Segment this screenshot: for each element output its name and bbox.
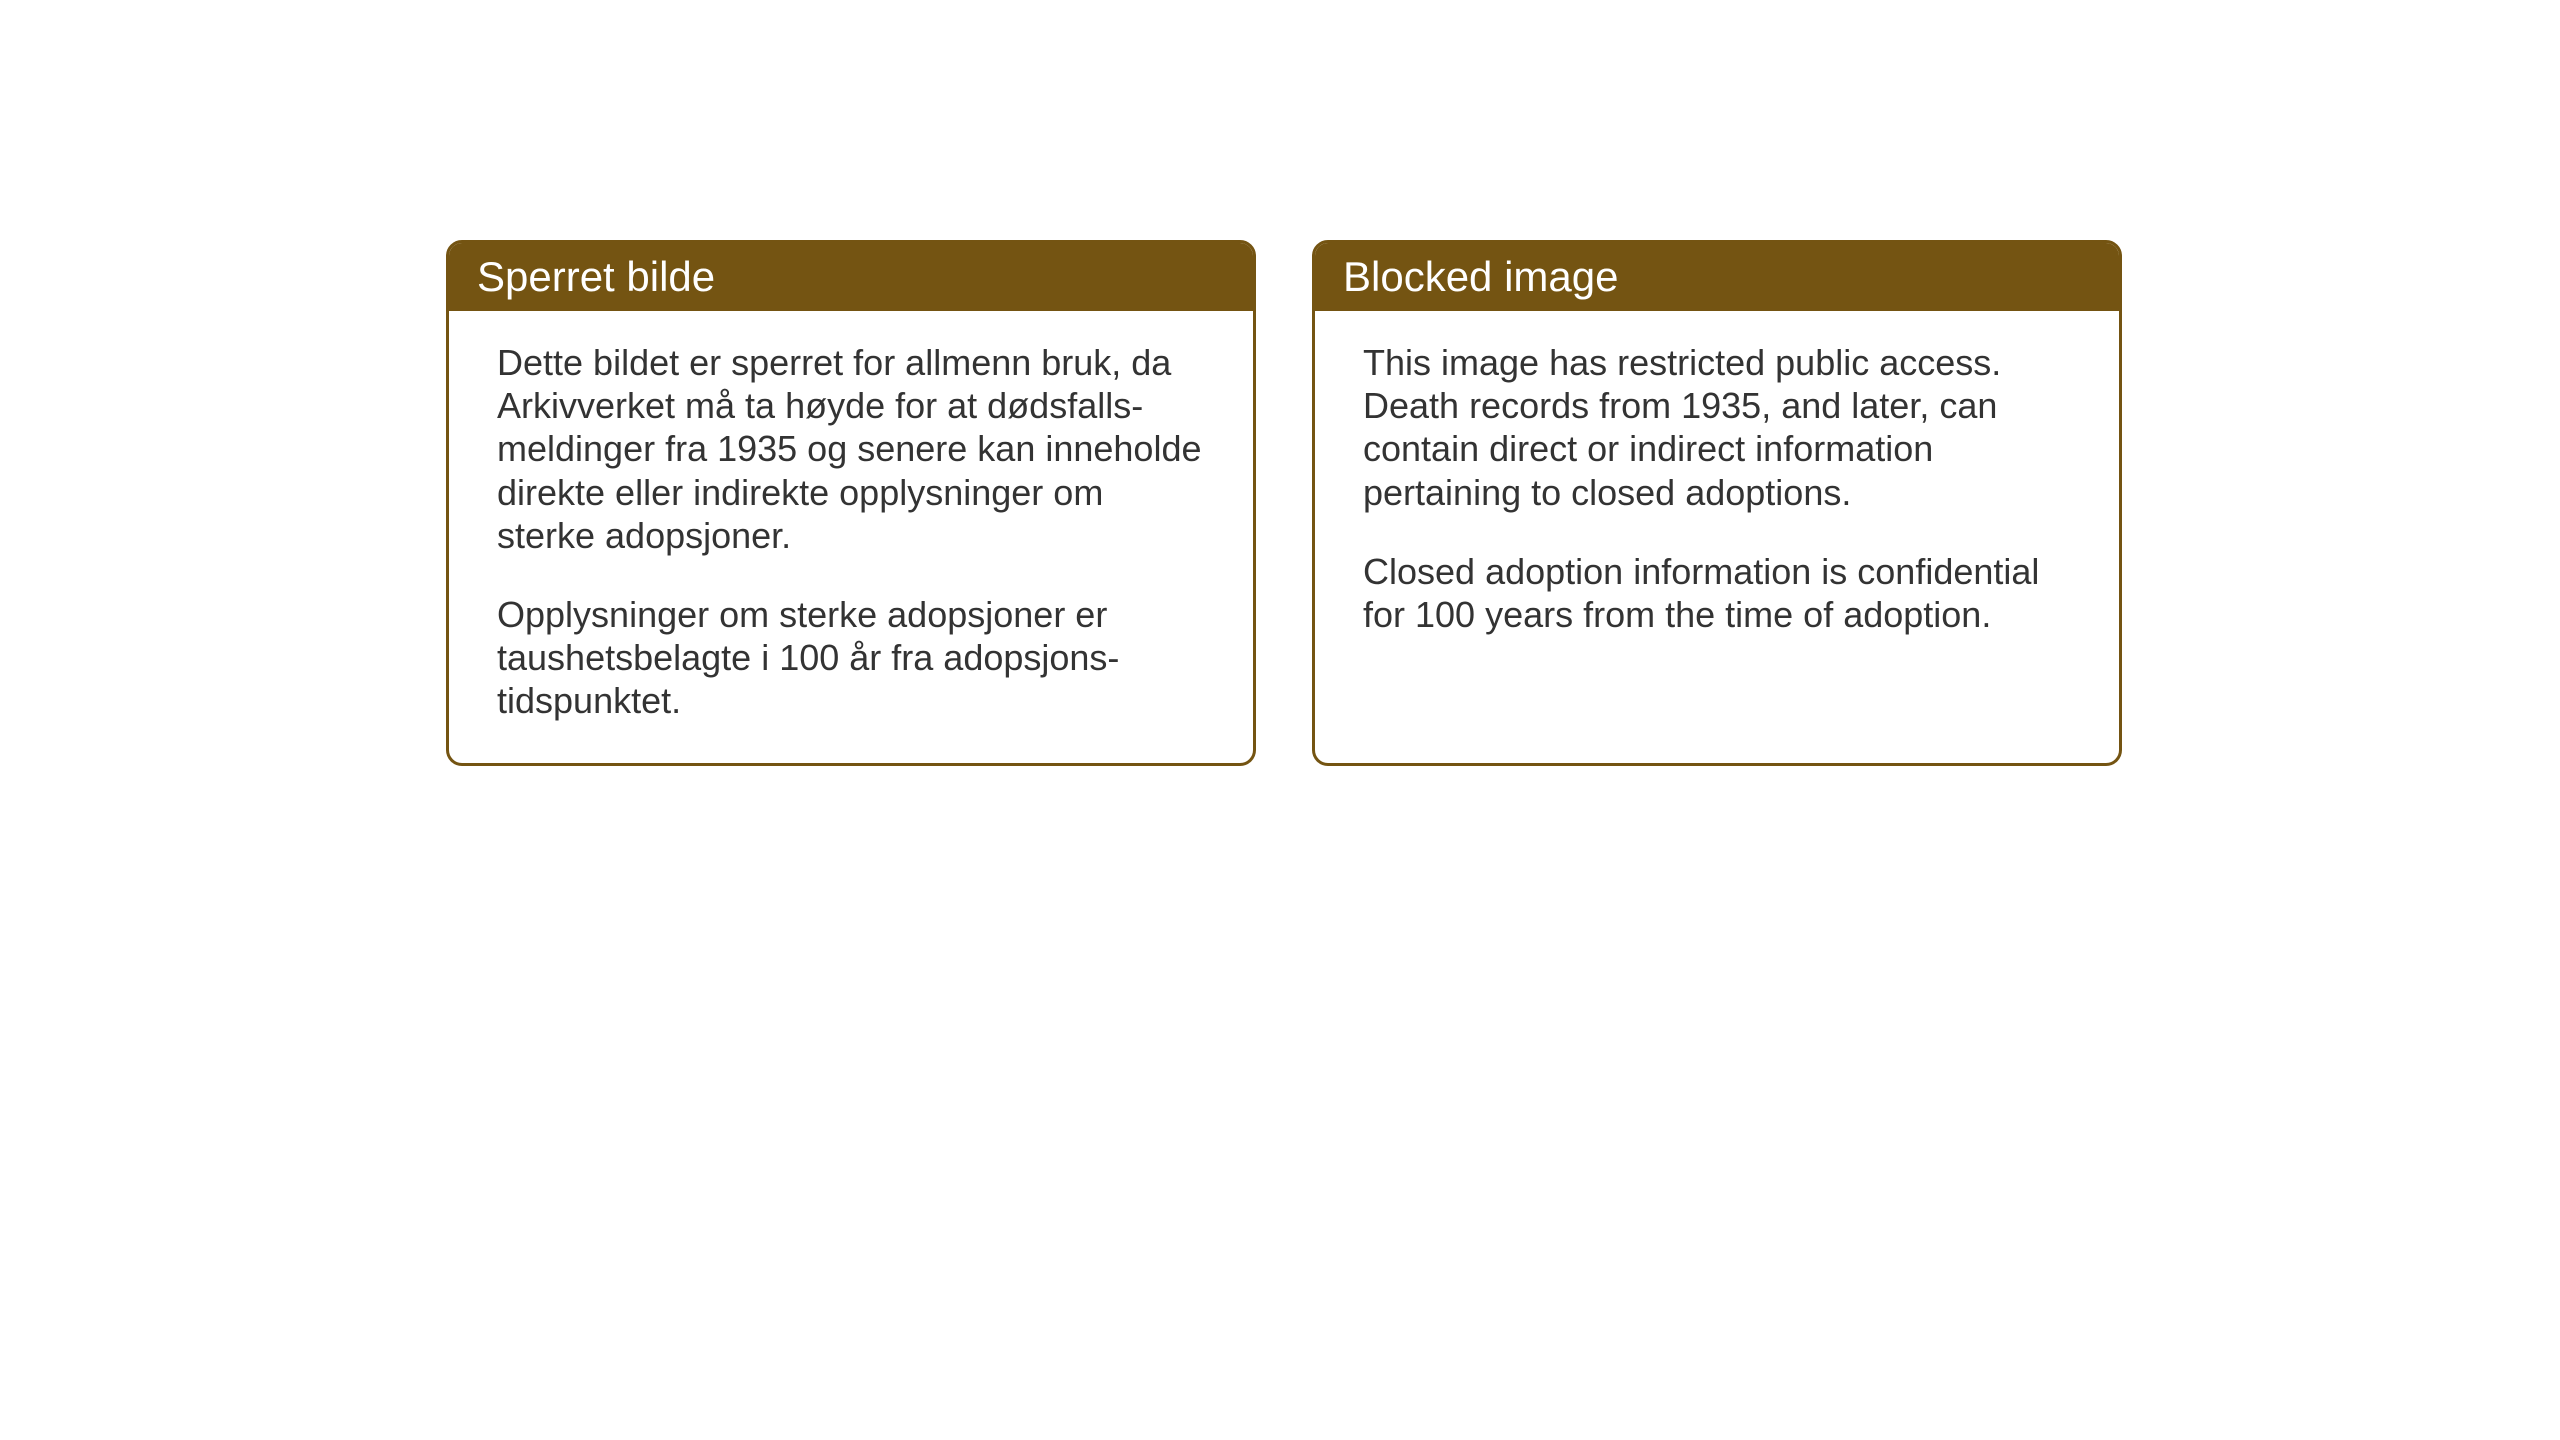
norwegian-notice-card: Sperret bilde Dette bildet er sperret fo… (446, 240, 1256, 766)
english-card-title: Blocked image (1315, 243, 2119, 311)
norwegian-paragraph-2: Opplysninger om sterke adopsjoner er tau… (497, 593, 1205, 723)
english-paragraph-2: Closed adoption information is confident… (1363, 550, 2071, 636)
english-notice-card: Blocked image This image has restricted … (1312, 240, 2122, 766)
norwegian-card-title: Sperret bilde (449, 243, 1253, 311)
notice-container: Sperret bilde Dette bildet er sperret fo… (446, 240, 2122, 766)
english-paragraph-1: This image has restricted public access.… (1363, 341, 2071, 514)
norwegian-card-body: Dette bildet er sperret for allmenn bruk… (449, 311, 1253, 763)
english-card-body: This image has restricted public access.… (1315, 311, 2119, 761)
norwegian-paragraph-1: Dette bildet er sperret for allmenn bruk… (497, 341, 1205, 557)
